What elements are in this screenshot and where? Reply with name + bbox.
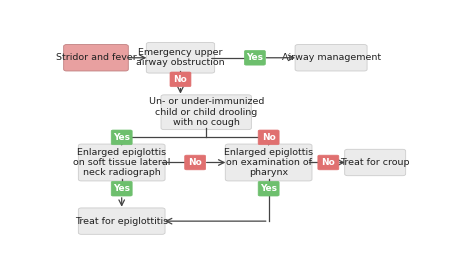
Text: Stridor and fever: Stridor and fever	[55, 53, 137, 62]
FancyBboxPatch shape	[295, 45, 367, 71]
Text: No: No	[321, 158, 335, 167]
Text: Airway management: Airway management	[282, 53, 381, 62]
Text: Enlarged epiglottis
on soft tissue lateral
neck radiograph: Enlarged epiglottis on soft tissue later…	[73, 148, 170, 177]
Text: Yes: Yes	[260, 184, 277, 193]
Text: Yes: Yes	[113, 184, 130, 193]
FancyBboxPatch shape	[111, 130, 132, 145]
FancyBboxPatch shape	[78, 144, 165, 181]
Text: Un- or under-immunized
child or child drooling
with no cough: Un- or under-immunized child or child dr…	[148, 97, 264, 127]
FancyBboxPatch shape	[78, 208, 165, 234]
Text: No: No	[262, 133, 275, 142]
Text: No: No	[173, 75, 187, 84]
FancyBboxPatch shape	[146, 42, 215, 73]
FancyBboxPatch shape	[258, 181, 279, 196]
Text: Yes: Yes	[246, 53, 264, 62]
Text: Emergency upper
airway obstruction: Emergency upper airway obstruction	[136, 48, 225, 67]
Text: Enlarged epiglottis
on examination of
pharynx: Enlarged epiglottis on examination of ph…	[224, 148, 313, 177]
FancyBboxPatch shape	[111, 181, 132, 196]
Text: Yes: Yes	[113, 133, 130, 142]
FancyBboxPatch shape	[258, 130, 279, 145]
FancyBboxPatch shape	[318, 155, 339, 170]
FancyBboxPatch shape	[345, 149, 406, 176]
Text: Treat for epiglottitis: Treat for epiglottitis	[75, 217, 168, 226]
FancyBboxPatch shape	[170, 72, 191, 87]
FancyBboxPatch shape	[245, 50, 265, 65]
Text: No: No	[188, 158, 202, 167]
Text: Treat for croup: Treat for croup	[340, 158, 410, 167]
FancyBboxPatch shape	[64, 45, 128, 71]
FancyBboxPatch shape	[185, 155, 206, 170]
FancyBboxPatch shape	[161, 95, 251, 130]
FancyBboxPatch shape	[225, 144, 312, 181]
